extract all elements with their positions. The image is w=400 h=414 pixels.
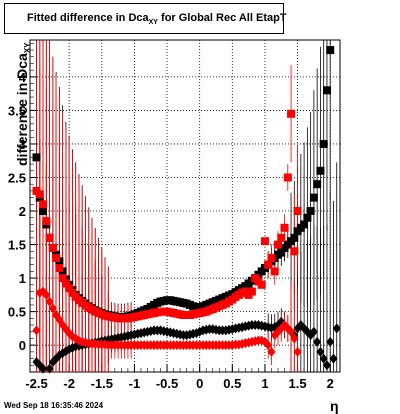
data-point (322, 360, 331, 371)
data-point (326, 46, 335, 55)
data-point (274, 240, 282, 249)
data-point (332, 323, 341, 334)
y-tick-label: 2 (19, 204, 26, 219)
data-point (39, 200, 48, 209)
y-tick-label: 2.5 (8, 170, 26, 185)
chart-title: Fitted difference in DcaXY for Global Re… (27, 12, 287, 27)
data-point (267, 346, 276, 357)
data-point (55, 264, 64, 273)
data-point (264, 260, 273, 269)
x-tick-label: 1 (261, 376, 268, 391)
datestamp: Wed Sep 18 16:35:46 2024 (4, 401, 104, 410)
data-point (287, 326, 296, 337)
y-axis-label: difference in DcaXY (14, 42, 32, 166)
data-point (52, 253, 61, 262)
x-tick-label: -2 (63, 376, 75, 391)
x-tick-label: 2 (327, 376, 334, 391)
data-point (247, 287, 256, 296)
y-tick-label: 1.5 (8, 238, 26, 253)
x-tick-label: -1 (129, 376, 141, 391)
data-point (267, 253, 276, 262)
data-point (293, 346, 302, 357)
x-tick-label: -2.5 (25, 376, 47, 391)
data-point (306, 207, 315, 216)
data-point (61, 279, 70, 288)
data-point (42, 217, 51, 226)
data-point (313, 180, 322, 189)
data-point (32, 325, 41, 336)
x-tick-label: 0.5 (223, 376, 241, 391)
y-tick-label: 0.5 (8, 305, 26, 320)
data-point (48, 243, 57, 252)
data-point (300, 220, 309, 229)
data-point (319, 353, 328, 364)
data-point (270, 267, 279, 276)
y-tick-label: 0 (19, 338, 26, 353)
data-point (277, 233, 286, 242)
data-point (257, 280, 266, 289)
data-point (58, 274, 67, 283)
y-tick-label: 4 (19, 70, 27, 85)
y-tick-label: 1 (19, 271, 26, 286)
y-tick-label: 3 (19, 137, 26, 152)
data-point (264, 340, 273, 351)
data-point (326, 336, 335, 347)
x-axis-label: η (330, 398, 339, 414)
x-tick-label: -0.5 (156, 376, 178, 391)
data-point (290, 247, 299, 256)
data-point (260, 237, 269, 246)
data-point (293, 207, 302, 216)
data-point (283, 173, 292, 182)
data-point (322, 86, 331, 95)
x-tick-label: 0 (196, 376, 203, 391)
data-point (39, 363, 48, 374)
data-point (287, 109, 296, 118)
data-point (42, 289, 51, 300)
data-point (309, 193, 318, 202)
data-point (68, 288, 77, 297)
data-point (309, 326, 318, 337)
data-point (319, 139, 328, 148)
data-point (32, 153, 41, 162)
title-box: Fitted difference in DcaXY for Global Re… (4, 3, 287, 34)
data-point (65, 284, 74, 293)
data-point (45, 296, 54, 307)
x-tick-label: -1.5 (91, 376, 113, 391)
data-point (277, 248, 286, 257)
x-tick-label: 1.5 (289, 376, 307, 391)
data-point (316, 346, 325, 357)
data-point (39, 207, 48, 216)
y-tick-label: 3.5 (8, 103, 26, 118)
data-point (45, 233, 54, 242)
data-point (329, 353, 338, 364)
data-point (316, 166, 325, 175)
data-point (280, 223, 289, 232)
svg-text:difference in DcaXY: difference in DcaXY (14, 42, 32, 166)
data-point (290, 333, 299, 344)
data-point (35, 190, 44, 199)
data-point (313, 336, 322, 347)
data-point (290, 233, 299, 242)
data-point (45, 363, 54, 374)
plot-frame (29, 39, 341, 373)
data-point (303, 213, 312, 222)
data-point (48, 303, 57, 314)
